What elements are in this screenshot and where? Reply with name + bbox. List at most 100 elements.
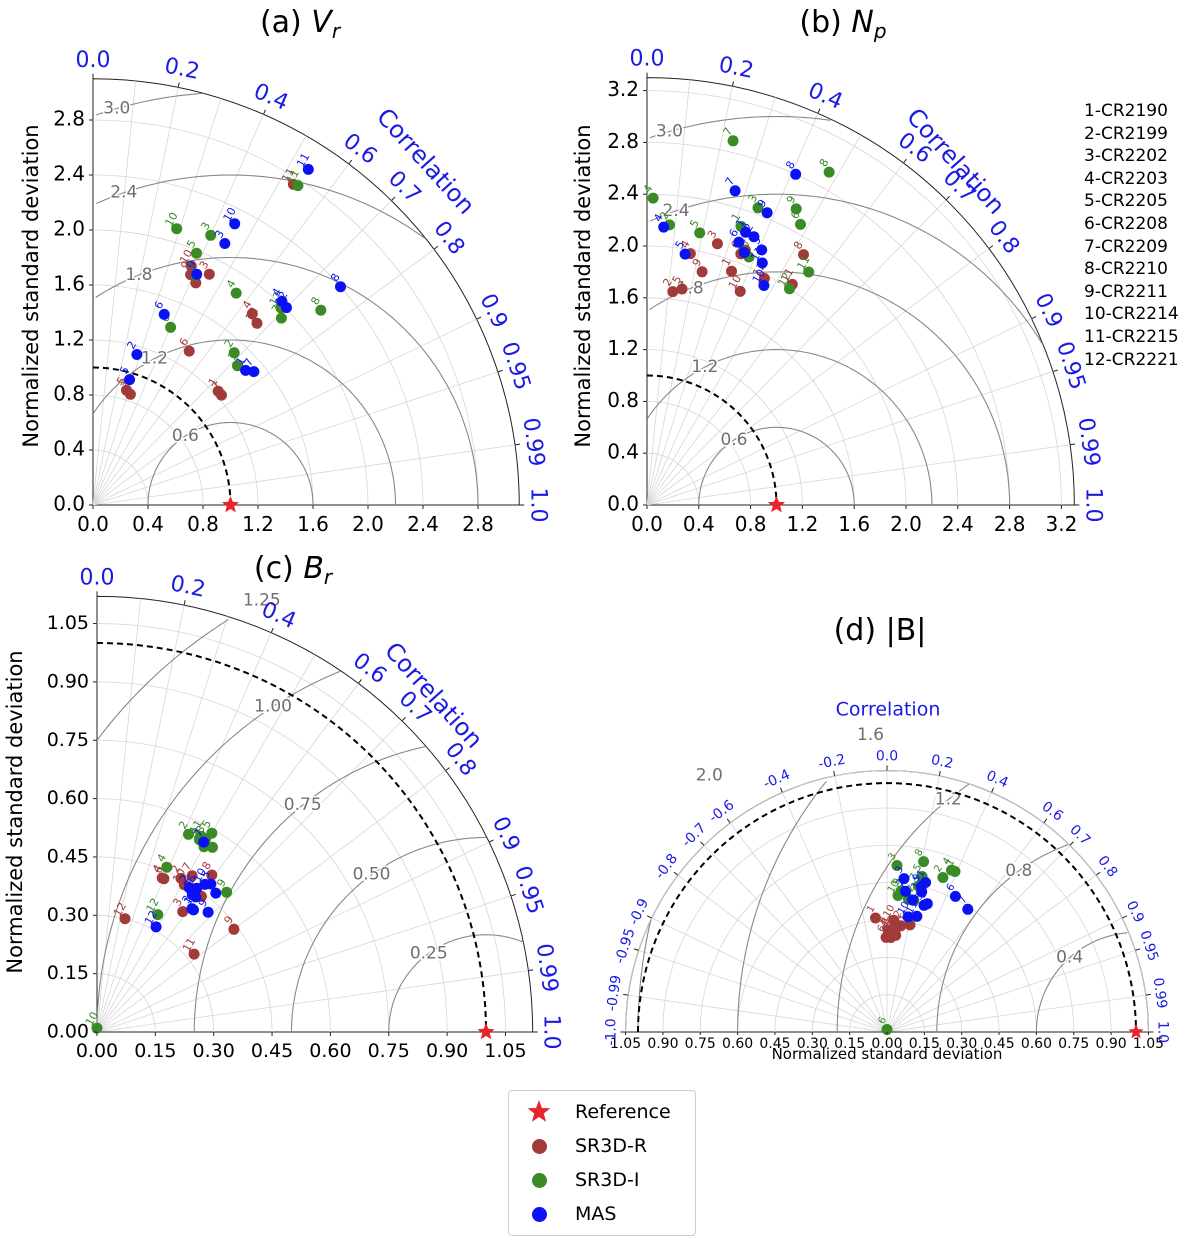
data-point-label: 9 — [891, 877, 904, 888]
data-point — [246, 308, 258, 320]
rms-contour-label: 0.50 — [353, 865, 391, 885]
rms-contour — [649, 115, 831, 139]
data-point — [186, 903, 198, 915]
data-point — [946, 864, 957, 876]
std-tick-label-x: 0.15 — [909, 1036, 940, 1052]
corr-grid-spoke — [651, 917, 888, 1033]
std-tick-label-y: 3.2 — [607, 77, 639, 101]
legend: Reference SR3D-R SR3D-I MAS — [508, 1090, 696, 1236]
std-tick-label-x: 0.75 — [368, 1040, 410, 1062]
data-point — [150, 921, 162, 933]
corr-grid-spoke — [96, 683, 359, 1033]
std-tick-label-y: 0.45 — [47, 845, 89, 867]
corr-tick-mark — [1070, 443, 1076, 446]
data-point-label: 11 — [187, 818, 205, 837]
std-tick-label-y: 2.4 — [53, 162, 85, 186]
data-point-label: 10 — [750, 267, 768, 286]
corr-tick-mark — [938, 770, 941, 776]
rms-contour — [649, 271, 1011, 505]
plot-frame — [92, 78, 520, 506]
data-point-label: 12 — [775, 270, 793, 289]
corr-grid-spoke — [646, 162, 904, 506]
data-point-label: 10 — [177, 247, 195, 266]
data-point — [186, 870, 198, 882]
std-grid-arc — [96, 623, 506, 1033]
data-point — [229, 218, 241, 230]
std-tick-label-x: 0.30 — [946, 1036, 977, 1052]
data-point — [752, 202, 764, 214]
std-tick-label-x: 0.30 — [797, 1036, 828, 1052]
corr-tick-label: 0.8 — [983, 216, 1024, 259]
data-point-label: 10 — [726, 273, 744, 292]
data-point-label: 11 — [794, 253, 812, 272]
corr-tick-label: 0.99 — [1150, 977, 1170, 1010]
corr-grid-spoke — [677, 874, 888, 1033]
data-point — [790, 203, 802, 215]
data-point — [729, 185, 741, 197]
legend-label: SR3D-I — [575, 1169, 640, 1191]
corr-tick-label: 0.99 — [531, 942, 563, 994]
rms-contour-label: 0.25 — [410, 943, 448, 963]
std-tick-label-x: 2.8 — [462, 512, 494, 536]
corr-axis-label: Correlation — [836, 699, 941, 721]
rms-contour — [647, 349, 933, 505]
taylor-panel: 0.61.21.82.43.01234567891011121234567891… — [19, 5, 550, 536]
corr-grid-spoke — [886, 917, 1123, 1033]
std-tick-label-y: 2.0 — [607, 233, 639, 257]
corr-tick-mark — [726, 818, 731, 824]
data-point — [190, 891, 202, 903]
rms-contour-label: 0.75 — [284, 795, 322, 815]
rms-contour-label: 3.0 — [656, 122, 683, 142]
taylor-panel: 0.61.21.82.43.01234567891011121234567891… — [571, 5, 1105, 536]
reference-star — [221, 496, 240, 513]
std-tick-label-y: 0.00 — [47, 1021, 89, 1043]
data-point-label: 4 — [941, 856, 954, 867]
std-tick-label-x: 1.2 — [786, 512, 818, 536]
data-point-label: 11 — [284, 167, 302, 186]
corr-tick-mark — [833, 770, 836, 776]
data-point-label: 2 — [932, 863, 945, 874]
std-grid-arc — [92, 119, 479, 506]
corr-grid-spoke — [96, 970, 529, 1033]
corr-grid-spoke — [92, 248, 435, 506]
std-tick-label-x: 0.75 — [1058, 1036, 1089, 1052]
data-point — [191, 247, 202, 259]
rms-contour — [388, 934, 523, 1032]
data-point-label: 11 — [748, 244, 766, 263]
corr-grid-spoke — [886, 994, 1146, 1033]
data-point — [216, 389, 227, 401]
data-point — [232, 360, 243, 372]
corr-tick-label: 0.0 — [76, 48, 111, 73]
corr-grid-spoke — [92, 163, 350, 506]
data-point — [726, 265, 737, 277]
data-point — [756, 257, 768, 269]
data-point — [733, 236, 745, 248]
data-point — [784, 283, 795, 295]
corr-tick-mark — [945, 195, 951, 201]
std-tick-label-y: 0.60 — [47, 787, 89, 809]
data-point — [275, 312, 287, 324]
corr-tick-label: -0.6 — [706, 797, 738, 826]
data-point-label: 11 — [294, 151, 312, 170]
corr-tick-mark — [988, 245, 994, 249]
rms-contour-label: 0.6 — [172, 426, 199, 446]
data-point-label: 3 — [893, 864, 906, 875]
std-tick-label-x: 2.4 — [942, 512, 974, 536]
std-tick-label-x: 0.4 — [683, 512, 715, 536]
std-tick-label-x: 1.05 — [610, 1036, 641, 1052]
data-point — [152, 909, 164, 921]
data-point — [161, 861, 173, 873]
data-point-label: 5 — [912, 862, 925, 873]
corr-grid-spoke — [92, 318, 477, 506]
data-point-label: 10 — [170, 866, 188, 885]
data-point — [206, 869, 218, 881]
cr-label: 11-CR2215 — [1084, 326, 1179, 347]
std-grid-arc — [92, 284, 314, 506]
data-point — [949, 890, 961, 902]
corr-tick-mark — [646, 915, 652, 919]
data-point — [734, 285, 746, 297]
data-point-label: 9 — [911, 872, 924, 883]
corr-tick-mark — [903, 158, 907, 164]
legend-swatch — [531, 1138, 547, 1154]
corr-tick-label: 1.0 — [1155, 1021, 1171, 1043]
